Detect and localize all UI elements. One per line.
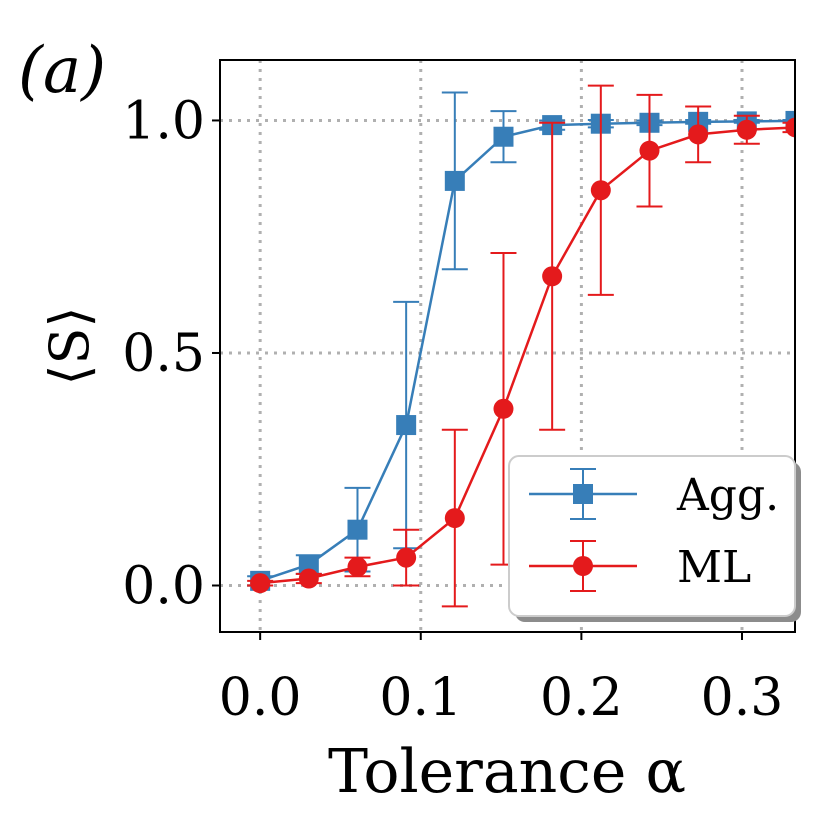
x-tick-label: 0.3 <box>701 668 784 728</box>
y-axis-label: ⟨S⟩ <box>38 306 101 385</box>
legend-marker <box>573 556 593 576</box>
data-point <box>493 398 514 419</box>
legend-marker <box>573 484 593 504</box>
data-point <box>785 117 795 138</box>
data-point <box>639 140 660 161</box>
data-point <box>347 556 368 577</box>
y-tick-label: 0.5 <box>122 324 205 384</box>
series-ml <box>247 84 795 608</box>
data-point <box>542 266 563 287</box>
data-point <box>298 554 319 575</box>
data-point <box>250 573 271 594</box>
data-point <box>396 547 417 568</box>
axis-ticks: 0.0 0.1 0.2 0.3 0.0 0.5 1.0 <box>122 91 783 728</box>
x-tick-label: 0.1 <box>379 668 462 728</box>
x-tick-label: 0.0 <box>219 668 302 728</box>
legend-entry: Agg. <box>529 468 779 521</box>
legend-entry: ML <box>529 540 751 593</box>
data-point <box>493 126 514 147</box>
legend-items: Agg. ML <box>529 468 779 593</box>
panel-label: (a) <box>18 34 106 108</box>
legend: Agg. ML <box>508 455 801 622</box>
plot-series <box>247 84 795 608</box>
data-point <box>590 180 611 201</box>
data-point <box>736 119 757 140</box>
x-tick-label: 0.2 <box>540 668 623 728</box>
legend-label: ML <box>677 542 751 593</box>
data-point <box>396 415 417 436</box>
data-point <box>444 508 465 529</box>
data-point <box>688 124 709 145</box>
plot-frame <box>219 59 796 633</box>
y-tick-label: 0.0 <box>122 556 205 616</box>
data-point <box>444 170 465 191</box>
x-axis-label: Tolerance α <box>328 737 686 807</box>
y-tick-label: 1.0 <box>122 91 205 151</box>
data-point <box>298 568 319 589</box>
data-point <box>347 519 368 540</box>
legend-label: Agg. <box>676 470 779 521</box>
